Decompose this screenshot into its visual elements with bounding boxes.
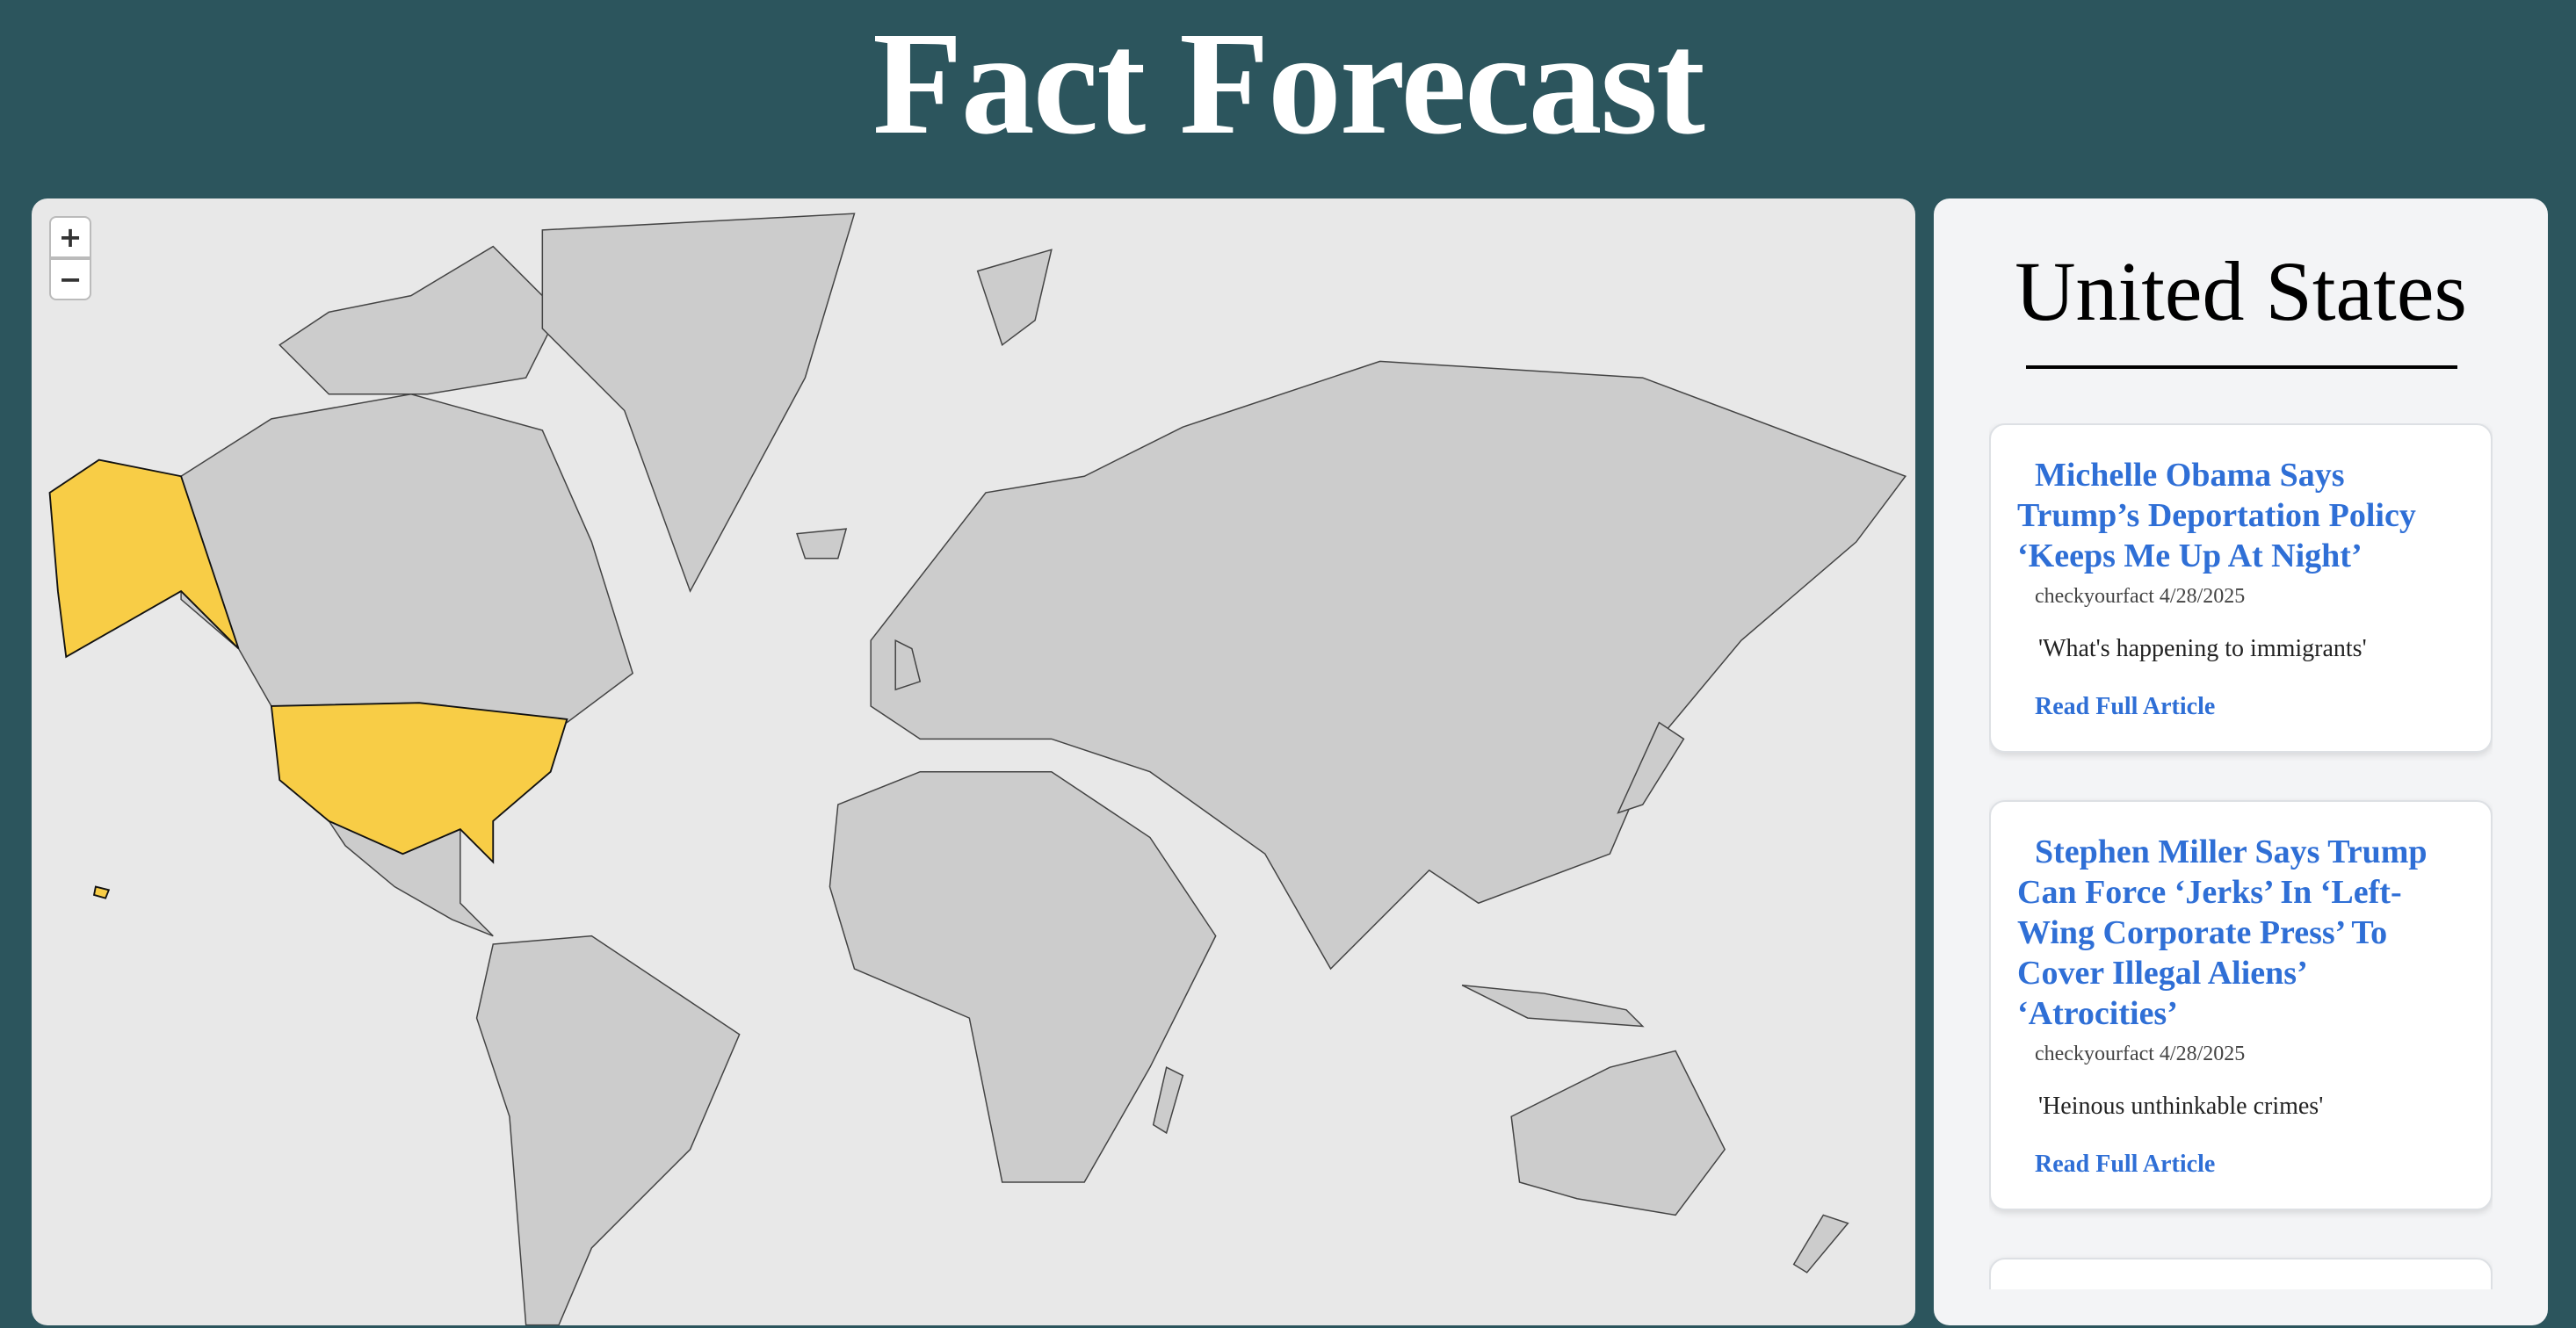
article-quote: 'What's happening to immigrants' [2038,635,2367,662]
svalbard[interactable] [976,249,1053,346]
article-list: Michelle Obama Says Trump’s Deportation … [1989,423,2493,1289]
divider [2026,365,2457,369]
canada[interactable] [180,393,634,724]
article-meta: checkyourfact 4/28/2025 [2035,585,2464,609]
world-map[interactable]: + − [32,198,1915,1325]
alaska[interactable] [48,458,240,659]
new-zealand[interactable] [1792,1214,1849,1274]
greenland[interactable] [541,213,856,593]
south-america[interactable] [475,935,741,1325]
article-source: checkyourfact [2035,585,2154,608]
article-card: Stephen Miller Says Trump Can Force ‘Jer… [1989,800,2493,1210]
africa[interactable] [829,770,1217,1183]
country-title: United States [2015,244,2467,338]
hawaii[interactable] [92,885,111,899]
arctic-islands [279,245,560,395]
indonesia[interactable] [1461,984,1645,1028]
uk[interactable] [894,639,922,691]
usa[interactable] [270,702,568,864]
madagascar[interactable] [1152,1066,1184,1135]
read-more-link[interactable]: Read Full Article [2035,693,2216,720]
map-canvas [48,213,1907,1325]
article-quote: 'Heinous unthinkable crimes' [2038,1093,2324,1120]
australia[interactable] [1510,1050,1726,1216]
article-date: 4/28/2025 [2159,585,2246,608]
article-card: ‘How Can That Be Possible [1989,1258,2493,1289]
article-title[interactable]: Michelle Obama Says Trump’s Deportation … [2017,457,2416,574]
zoom-in[interactable]: + [49,216,91,258]
iceland[interactable] [796,528,848,559]
read-more-link[interactable]: Read Full Article [2035,1151,2216,1178]
article-title[interactable]: Stephen Miller Says Trump Can Force ‘Jer… [2017,834,2428,1032]
sidebar: United States Michelle Obama Says Trump’… [1934,198,2548,1325]
article-date: 4/28/2025 [2159,1043,2246,1065]
article-source: checkyourfact [2035,1043,2154,1065]
app-title: Fact Forecast [872,2,1705,165]
article-meta: checkyourfact 4/28/2025 [2035,1043,2464,1066]
japan[interactable] [1617,721,1685,814]
article-card: Michelle Obama Says Trump’s Deportation … [1989,423,2493,753]
zoom-out[interactable]: − [49,258,91,300]
